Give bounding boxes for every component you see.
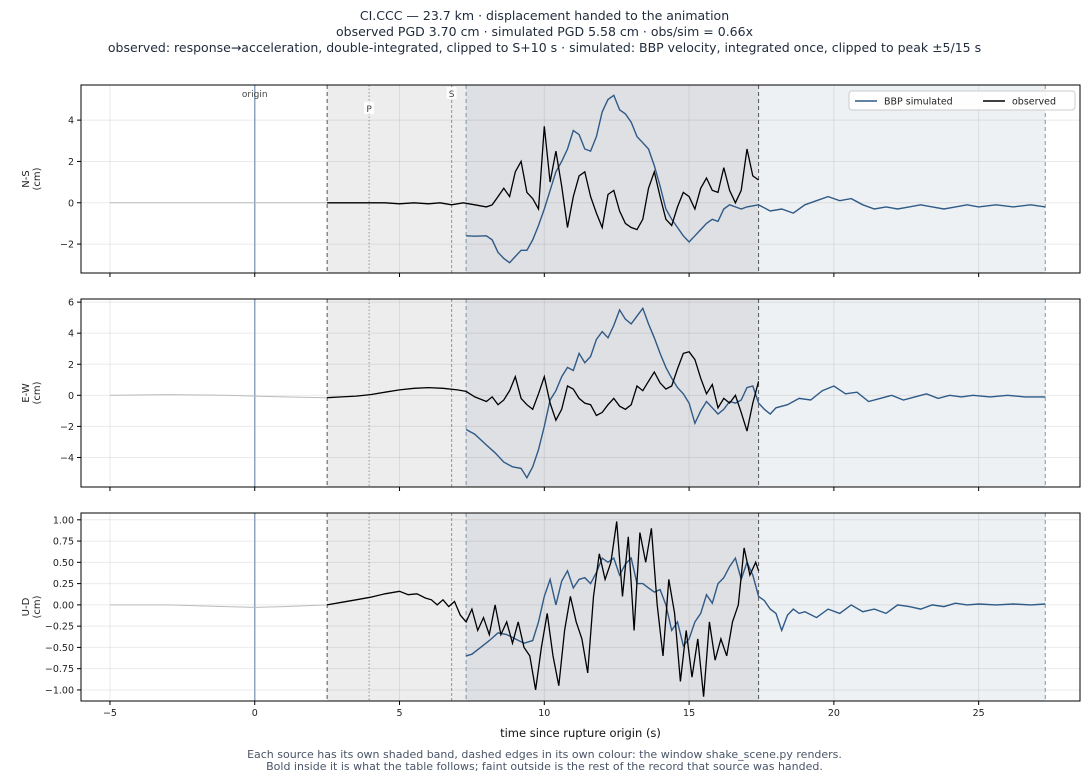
chart-title-line-1: CI.CCC — 23.7 km · displacement handed t… — [359, 8, 730, 23]
axes-frame — [80, 84, 1081, 274]
y-tick-label: 6 — [68, 298, 74, 309]
caption-line-1: Each source has its own shaded band, das… — [247, 748, 842, 761]
y-tick-label: 0.25 — [53, 579, 74, 590]
y-axis-label-line: N-S — [21, 170, 32, 187]
legend: BBP simulated observed — [848, 90, 1076, 111]
legend-simulated-label: BBP simulated — [884, 97, 953, 108]
p-label-bg — [364, 102, 375, 114]
y-tick-label: 0.50 — [53, 558, 74, 569]
y-tick-label: 4 — [68, 329, 74, 340]
y-tick-label: 0.00 — [53, 600, 74, 611]
y-tick-label: 0 — [68, 198, 74, 209]
y-axis-label-line: (cm) — [32, 167, 43, 190]
y-tick-label: −4 — [60, 453, 74, 464]
observed-trace — [327, 126, 759, 231]
y-tick-label: 4 — [68, 116, 74, 127]
y-tick-label: −0.50 — [45, 643, 74, 654]
overlap-window-band — [466, 299, 759, 487]
y-axis-label-line: (cm) — [32, 381, 43, 404]
observed-faint-trace — [110, 604, 328, 608]
caption-line-2: Bold inside it is what the table follows… — [266, 760, 823, 773]
y-tick-label: 2 — [68, 157, 74, 168]
y-tick-label: 2 — [68, 360, 74, 371]
x-tick-label: 15 — [683, 708, 695, 719]
y-tick-label: 1.00 — [53, 515, 74, 526]
x-tick-label: 20 — [828, 708, 840, 719]
axes-frame — [80, 298, 1081, 488]
y-axis-label-line: (cm) — [32, 595, 43, 618]
y-tick-label: −0.25 — [45, 622, 74, 633]
y-tick-label: −2 — [60, 422, 74, 433]
overlap-window-band — [466, 85, 759, 273]
y-axis-label: E-W (cm) — [21, 381, 43, 404]
simulated-trace — [465, 556, 1046, 657]
axes-frame — [80, 512, 1081, 702]
x-tick-label: 0 — [252, 708, 258, 719]
s-label-bg — [446, 87, 457, 99]
y-tick-label: −0.75 — [45, 664, 74, 675]
y-axis-label: N-S (cm) — [21, 167, 43, 190]
panel-1: −2 0 2 4 N-S (cm) origin P S BBP simulated observe… — [21, 84, 1081, 277]
chart-title-line-3: observed: response→acceleration, double-… — [107, 40, 982, 55]
overlap-window-band — [466, 513, 759, 701]
x-tick-label: −5 — [103, 708, 117, 719]
x-tick-label: 25 — [973, 708, 985, 719]
simulated-trace — [466, 94, 1046, 264]
legend-box — [848, 90, 1076, 111]
y-axis-label-line: E-W — [21, 383, 32, 403]
observed-trace — [327, 351, 760, 432]
y-tick-label: −2 — [60, 240, 74, 251]
x-tick-label: 5 — [396, 708, 402, 719]
legend-observed-label: observed — [1012, 97, 1056, 108]
y-axis-label: U-D (cm) — [21, 595, 43, 618]
simulated-trace — [465, 306, 1046, 480]
panel-3: −1.00 −0.75 −0.50 −0.25 0.00 0.25 0.50 0.75 1.00… — [21, 512, 1081, 740]
x-axis-label: time since rupture origin (s) — [500, 726, 661, 740]
x-tick-label: 10 — [538, 708, 550, 719]
y-tick-label: 0.75 — [53, 537, 74, 548]
y-tick-label: −1.00 — [45, 685, 74, 696]
chart-title-line-2: observed PGD 3.70 cm · simulated PGD 5.5… — [336, 24, 753, 39]
panel-2: −4 −2 0 2 4 6 E-W (cm) — [21, 298, 1081, 491]
observed-faint-trace — [109, 394, 328, 399]
s-label: S — [449, 90, 455, 100]
p-label: P — [366, 105, 372, 115]
y-tick-label: 0 — [68, 391, 74, 402]
origin-label: origin — [242, 90, 268, 100]
observed-trace — [326, 521, 760, 697]
y-axis-label-line: U-D — [21, 597, 32, 616]
